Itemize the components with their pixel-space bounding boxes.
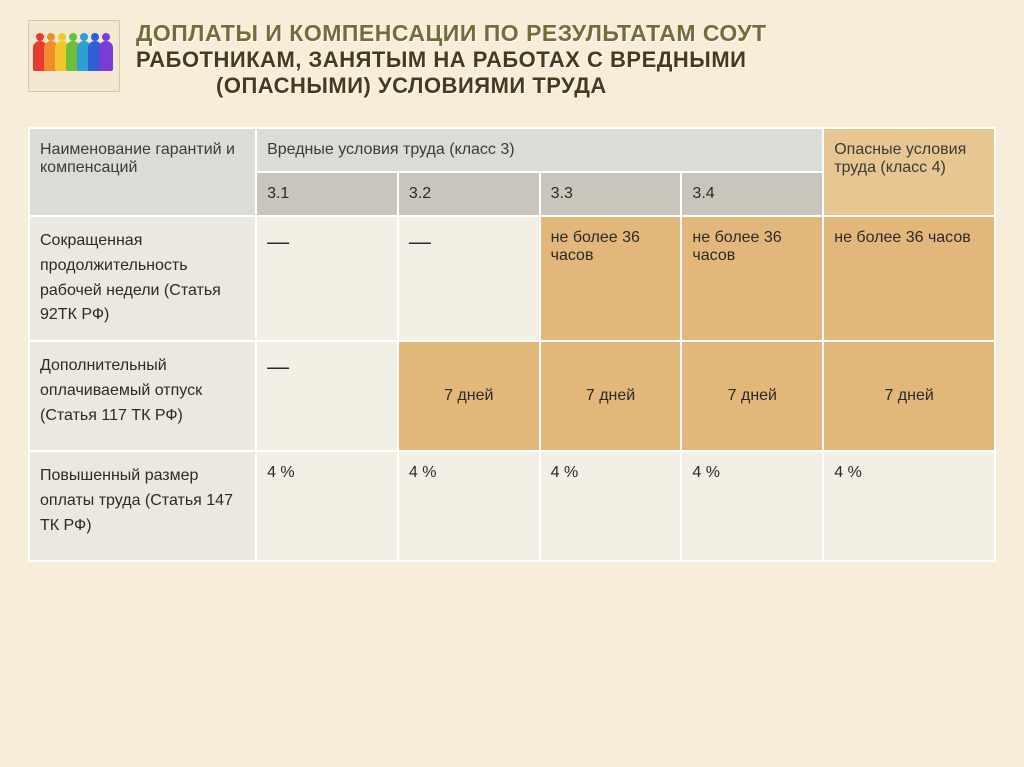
table-cell: 4 % (398, 451, 540, 561)
row-label: Сокращенная продолжительность рабочей не… (29, 216, 256, 341)
table-cell: 4 % (823, 451, 995, 561)
subcol-3-1: 3.1 (256, 172, 398, 216)
title-line-3: (ОПАСНЫМИ) УСЛОВИЯМИ ТРУДА (136, 73, 996, 99)
table-row: Дополнительный оплачиваемый отпуск (Стат… (29, 341, 995, 451)
table-cell: 4 % (540, 451, 682, 561)
table-cell: не более 36 часов (540, 216, 682, 341)
subcol-3-4: 3.4 (681, 172, 823, 216)
table-cell: 7 дней (823, 341, 995, 451)
table-cell: 7 дней (540, 341, 682, 451)
subcol-3-2: 3.2 (398, 172, 540, 216)
table-cell: 4 % (256, 451, 398, 561)
people-icon (28, 20, 120, 92)
col-header-name: Наименование гарантий и компенсаций (29, 128, 256, 216)
table-row: Повышенный размер оплаты труда (Статья 1… (29, 451, 995, 561)
table-cell: не более 36 часов (823, 216, 995, 341)
compensation-table: Наименование гарантий и компенсаций Вред… (28, 127, 996, 562)
table-row: Сокращенная продолжительность рабочей не… (29, 216, 995, 341)
title-line-2: РАБОТНИКАМ, ЗАНЯТЫМ НА РАБОТАХ С ВРЕДНЫМ… (136, 47, 996, 73)
table-cell: 7 дней (681, 341, 823, 451)
table-cell: — (256, 216, 398, 341)
row-label: Повышенный размер оплаты труда (Статья 1… (29, 451, 256, 561)
row-label: Дополнительный оплачиваемый отпуск (Стат… (29, 341, 256, 451)
table-cell: — (398, 216, 540, 341)
subcol-3-3: 3.3 (540, 172, 682, 216)
col-header-harmful: Вредные условия труда (класс 3) (256, 128, 823, 172)
title-block: ДОПЛАТЫ И КОМПЕНСАЦИИ ПО РЕЗУЛЬТАТАМ СОУ… (130, 20, 996, 99)
table-cell: 4 % (681, 451, 823, 561)
table-cell: 7 дней (398, 341, 540, 451)
table-cell: — (256, 341, 398, 451)
table-cell: не более 36 часов (681, 216, 823, 341)
person-icon (99, 41, 113, 71)
slide-header: ДОПЛАТЫ И КОМПЕНСАЦИИ ПО РЕЗУЛЬТАТАМ СОУ… (28, 20, 996, 99)
col-header-dangerous: Опасные условия труда (класс 4) (823, 128, 995, 216)
title-line-1: ДОПЛАТЫ И КОМПЕНСАЦИИ ПО РЕЗУЛЬТАТАМ СОУ… (136, 20, 996, 47)
slide: ДОПЛАТЫ И КОМПЕНСАЦИИ ПО РЕЗУЛЬТАТАМ СОУ… (0, 0, 1024, 767)
